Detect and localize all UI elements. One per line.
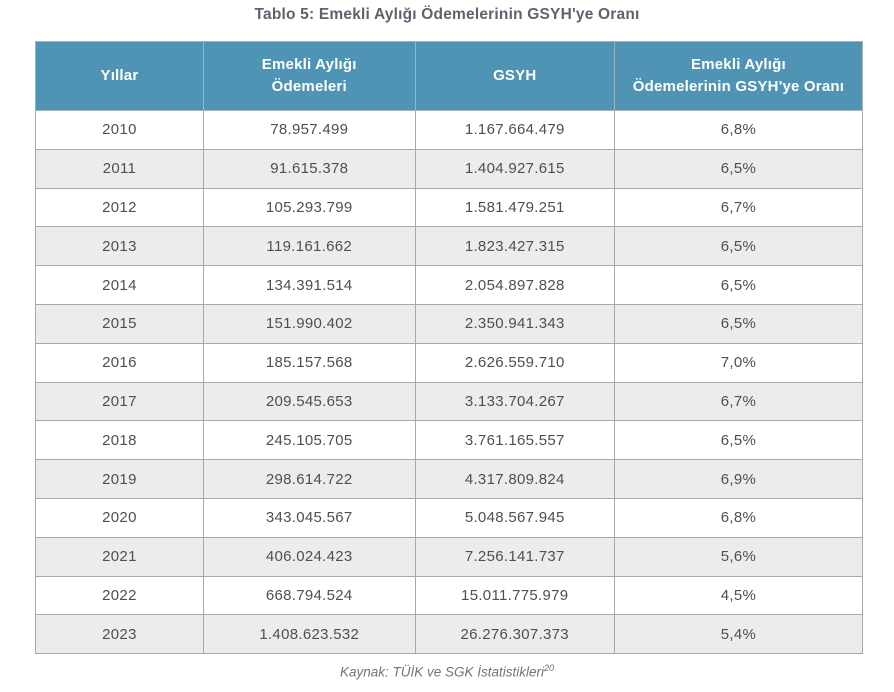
- cell-gdp: 3.133.704.267: [414, 381, 615, 422]
- cell-year: 2019: [35, 459, 204, 499]
- cell-ratio: 7,0%: [613, 342, 864, 383]
- cell-ratio: 6,5%: [613, 303, 864, 344]
- cell-gdp: 1.581.479.251: [414, 187, 615, 228]
- cell-year: 2021: [35, 536, 204, 577]
- cell-gdp: 4.317.809.824: [414, 459, 615, 499]
- pension-gdp-table: Yıllar Emekli Aylığı Ödemeleri GSYH Emek…: [35, 41, 864, 655]
- cell-ratio: 6,7%: [613, 187, 864, 228]
- table-row: 2010 78.957.499 1.167.664.479 6,8%: [35, 110, 864, 150]
- cell-gdp: 1.167.664.479: [414, 110, 615, 150]
- cell-year: 2013: [35, 226, 204, 267]
- table-row: 2022 668.794.524 15.011.775.979 4,5%: [35, 575, 864, 616]
- cell-pension-payments: 343.045.567: [202, 497, 416, 538]
- table-header: Yıllar Emekli Aylığı Ödemeleri GSYH Emek…: [35, 41, 864, 111]
- cell-ratio: 5,4%: [613, 614, 864, 655]
- cell-year: 2014: [35, 265, 204, 305]
- column-header-years: Yıllar: [35, 41, 204, 111]
- cell-gdp: 1.404.927.615: [414, 148, 615, 189]
- table-row: 2017 209.545.653 3.133.704.267 6,7%: [35, 381, 864, 422]
- table-row: 2023 1.408.623.532 26.276.307.373 5,4%: [35, 614, 864, 655]
- table-row: 2018 245.105.705 3.761.165.557 6,5%: [35, 420, 864, 461]
- cell-gdp: 2.054.897.828: [414, 265, 615, 305]
- table-row: 2021 406.024.423 7.256.141.737 5,6%: [35, 536, 864, 577]
- cell-year: 2016: [35, 342, 204, 383]
- cell-gdp: 2.626.559.710: [414, 342, 615, 383]
- cell-ratio: 4,5%: [613, 575, 864, 616]
- cell-ratio: 6,5%: [613, 265, 864, 305]
- cell-ratio: 6,8%: [613, 110, 864, 150]
- cell-year: 2018: [35, 420, 204, 461]
- cell-gdp: 15.011.775.979: [414, 575, 615, 616]
- cell-pension-payments: 185.157.568: [202, 342, 416, 383]
- cell-ratio: 6,7%: [613, 381, 864, 422]
- cell-gdp: 26.276.307.373: [414, 614, 615, 655]
- cell-pension-payments: 91.615.378: [202, 148, 416, 189]
- source-text: Kaynak: TÜİK ve SGK İstatistikleri: [339, 664, 545, 680]
- cell-ratio: 5,6%: [613, 536, 864, 577]
- cell-pension-payments: 668.794.524: [202, 575, 416, 616]
- cell-pension-payments: 119.161.662: [202, 226, 416, 267]
- table-row: 2011 91.615.378 1.404.927.615 6,5%: [35, 148, 864, 189]
- cell-year: 2017: [35, 381, 204, 422]
- cell-year: 2015: [35, 303, 204, 344]
- column-header-gdp: GSYH: [414, 41, 615, 111]
- column-header-ratio: Emekli Aylığı Ödemelerinin GSYH'ye Oranı: [613, 41, 864, 111]
- cell-pension-payments: 245.105.705: [202, 420, 416, 461]
- table-title: Tablo 5: Emekli Aylığı Ödemelerinin GSYH…: [254, 6, 640, 23]
- cell-year: 2022: [35, 575, 204, 616]
- cell-year: 2011: [35, 148, 204, 189]
- cell-pension-payments: 78.957.499: [202, 110, 416, 150]
- cell-pension-payments: 134.391.514: [202, 265, 416, 305]
- cell-pension-payments: 105.293.799: [202, 187, 416, 228]
- cell-ratio: 6,5%: [613, 420, 864, 461]
- table-row: 2020 343.045.567 5.048.567.945 6,8%: [35, 497, 864, 538]
- column-header-pension-payments: Emekli Aylığı Ödemeleri: [202, 41, 416, 111]
- table-row: 2019 298.614.722 4.317.809.824 6,9%: [35, 459, 864, 499]
- cell-gdp: 7.256.141.737: [414, 536, 615, 577]
- cell-year: 2020: [35, 497, 204, 538]
- source-note: Kaynak: TÜİK ve SGK İstatistikleri20: [0, 663, 894, 680]
- table-row: 2015 151.990.402 2.350.941.343 6,5%: [35, 303, 864, 344]
- cell-ratio: 6,8%: [613, 497, 864, 538]
- table-row: 2013 119.161.662 1.823.427.315 6,5%: [35, 226, 864, 267]
- table-row: 2012 105.293.799 1.581.479.251 6,7%: [35, 187, 864, 228]
- cell-year: 2012: [35, 187, 204, 228]
- cell-pension-payments: 209.545.653: [202, 381, 416, 422]
- cell-pension-payments: 406.024.423: [202, 536, 416, 577]
- cell-pension-payments: 298.614.722: [202, 459, 416, 499]
- cell-pension-payments: 1.408.623.532: [202, 614, 416, 655]
- cell-year: 2023: [35, 614, 204, 655]
- cell-year: 2010: [35, 110, 204, 150]
- cell-gdp: 3.761.165.557: [414, 420, 615, 461]
- cell-ratio: 6,5%: [613, 226, 864, 267]
- cell-ratio: 6,9%: [613, 459, 864, 499]
- cell-gdp: 2.350.941.343: [414, 303, 615, 344]
- table-row: 2014 134.391.514 2.054.897.828 6,5%: [35, 265, 864, 305]
- cell-ratio: 6,5%: [613, 148, 864, 189]
- cell-gdp: 5.048.567.945: [414, 497, 615, 538]
- source-superscript: 20: [544, 663, 555, 673]
- header-row: Yıllar Emekli Aylığı Ödemeleri GSYH Emek…: [35, 41, 864, 111]
- cell-gdp: 1.823.427.315: [414, 226, 615, 267]
- table-body: 2010 78.957.499 1.167.664.479 6,8% 2011 91.61…: [35, 110, 864, 655]
- cell-pension-payments: 151.990.402: [202, 303, 416, 344]
- table-row: 2016 185.157.568 2.626.559.710 7,0%: [35, 342, 864, 383]
